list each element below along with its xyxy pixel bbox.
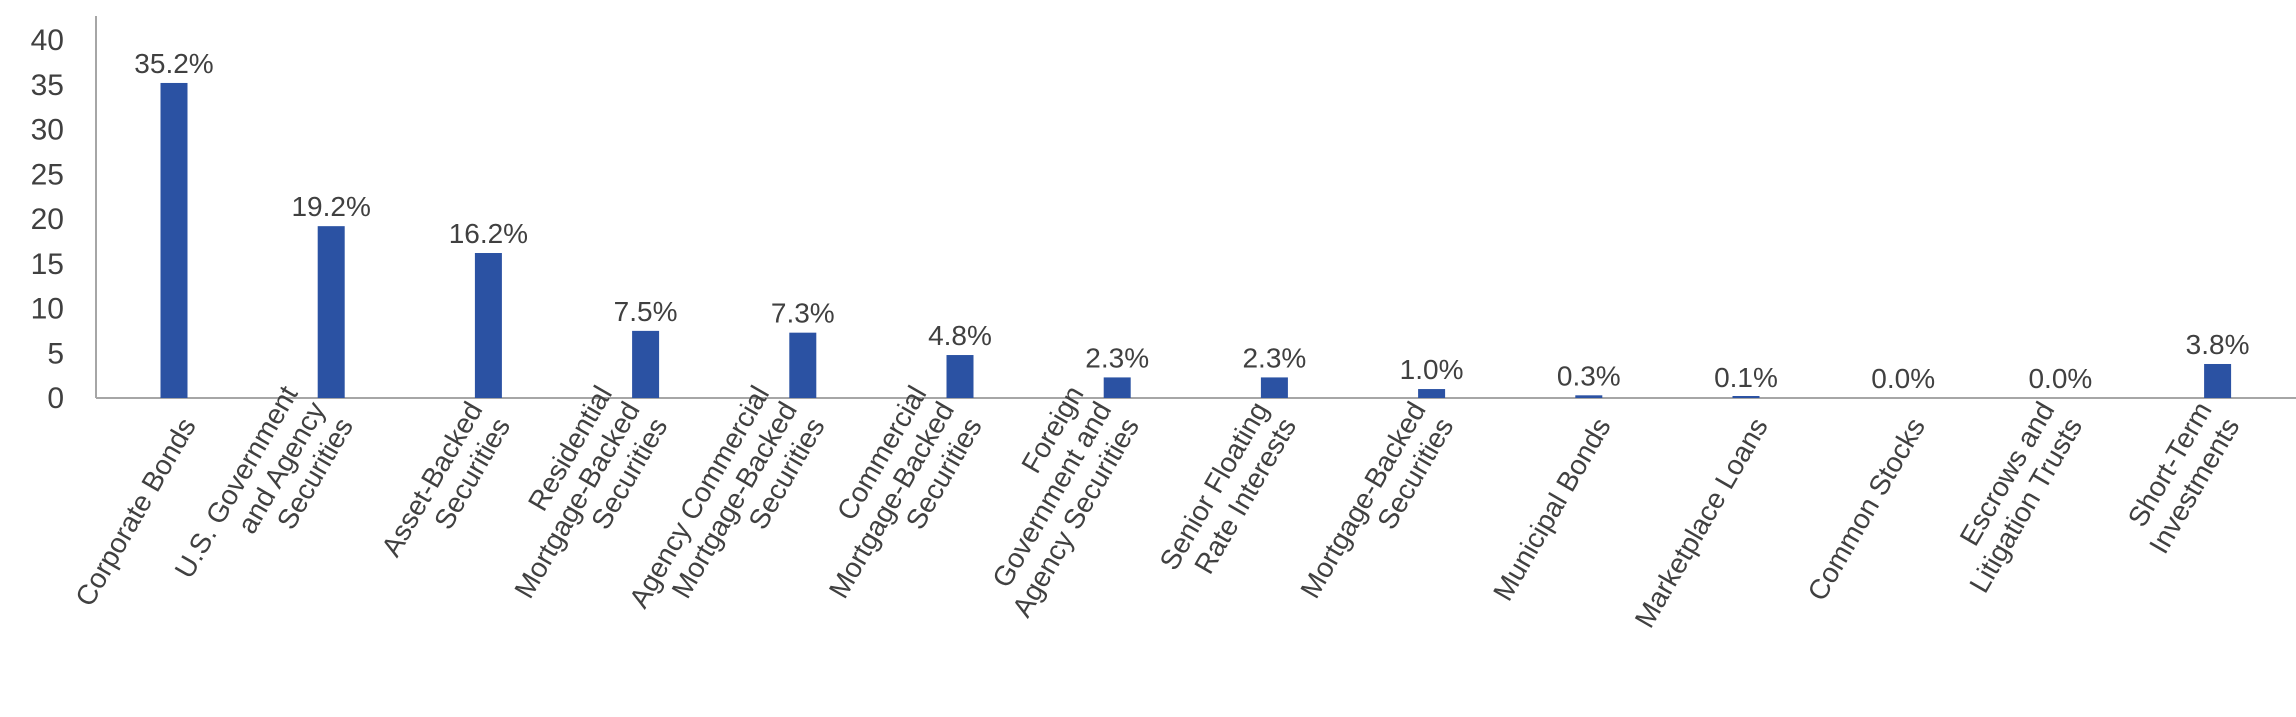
data-label: 4.8% [928,320,992,351]
data-label: 2.3% [1085,342,1149,373]
data-label: 35.2% [134,48,213,79]
data-label: 7.3% [771,298,835,329]
category-label: U.S. Governmentand AgencySecurities [169,380,360,615]
category-label-text: Common Stocks [1802,413,1932,606]
category-label-text: Marketplace Loans [1629,413,1774,633]
y-axis: 0 5 10 15 20 25 30 35 40 [31,16,97,415]
bars [160,82,2232,399]
y-tick-label: 5 [47,337,64,370]
data-labels: 35.2% 19.2% 16.2% 7.5% 7.3% 4.8% 2.3% 2.3% 1.0% 0… [134,48,2249,394]
y-tick-label: 25 [31,158,64,191]
category-label-text: Mortgage-BackedSecurities [1294,397,1459,620]
category-label-text: Corporate Bonds [69,413,202,612]
category-label: Short-TermInvestments [2115,397,2246,559]
bar [1575,395,1603,398]
bar [1260,377,1288,398]
bar [474,253,502,398]
category-label: CommercialMortgage-BackedSecurities [795,381,988,620]
category-label: Escrows andLitigation Trusts [1936,397,2089,598]
bar [789,332,817,398]
category-label-line: Corporate Bonds [69,413,202,612]
category-label-text: Escrows andLitigation Trusts [1936,397,2089,598]
y-tick-label: 35 [31,69,64,102]
category-label-text: ForeignGovernment andAgency Securities [951,381,1145,623]
y-tick-label: 20 [31,203,64,236]
category-label: Asset-BackedSecurities [375,397,516,578]
data-label: 7.5% [614,296,678,327]
bar [160,82,188,399]
bar [1732,396,1760,398]
data-label: 0.3% [1557,360,1621,391]
category-label-line: Municipal Bonds [1487,413,1617,606]
data-label: 1.0% [1400,354,1464,385]
bar [317,226,345,398]
category-label: Common Stocks [1802,413,1932,606]
bar [2204,363,2232,398]
y-tick-label: 30 [31,114,64,147]
y-tick-label: 10 [31,293,64,326]
bar [632,330,660,398]
y-tick-label: 0 [47,382,64,415]
category-label-text: U.S. Governmentand AgencySecurities [169,380,360,615]
bar [1418,389,1446,398]
data-label: 3.8% [2186,329,2250,360]
y-tick-label: 40 [31,24,64,57]
category-label: Senior FloatingRate Interests [1154,397,1303,592]
bar [1103,377,1131,398]
data-label: 2.3% [1242,342,1306,373]
category-label: Municipal Bonds [1487,413,1617,606]
bar [946,355,974,398]
category-label-line: Marketplace Loans [1629,413,1774,633]
category-label-text: Senior FloatingRate Interests [1154,397,1303,592]
data-label: 16.2% [449,218,528,249]
category-label-text: Short-TermInvestments [2115,397,2245,559]
data-label: 0.1% [1714,362,1778,393]
category-label: Marketplace Loans [1629,413,1774,633]
category-label: Mortgage-BackedSecurities [1294,397,1459,620]
y-tick-label: 15 [31,248,64,281]
category-label-text: CommercialMortgage-BackedSecurities [795,381,988,620]
category-label-text: Asset-BackedSecurities [375,397,516,578]
category-label: Corporate Bonds [69,413,202,612]
data-label: 0.0% [2028,363,2092,394]
data-label: 19.2% [291,191,370,222]
category-label-line: Common Stocks [1802,413,1932,606]
category-label: ForeignGovernment andAgency Securities [951,381,1145,623]
category-label-text: Municipal Bonds [1487,413,1617,606]
data-label: 0.0% [1871,363,1935,394]
